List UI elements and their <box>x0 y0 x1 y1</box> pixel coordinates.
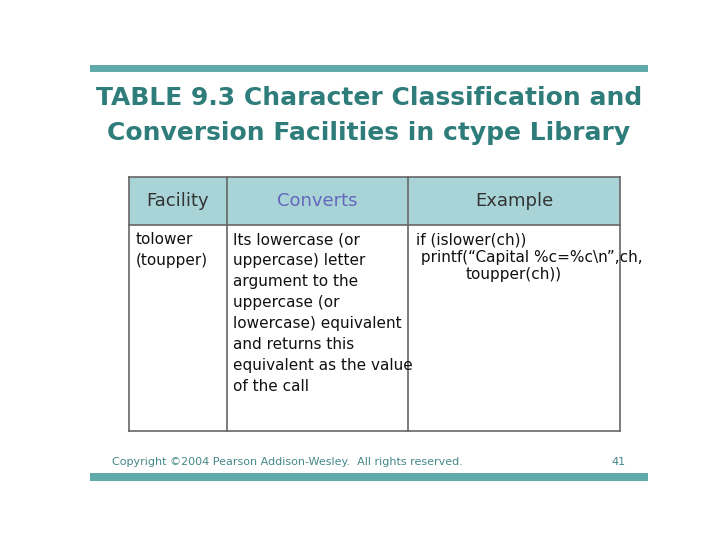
Text: Converts: Converts <box>277 192 358 210</box>
Text: Facility: Facility <box>147 192 210 210</box>
Text: tolower
(toupper): tolower (toupper) <box>136 232 208 268</box>
Text: 41: 41 <box>611 457 626 467</box>
Text: Copyright ©2004 Pearson Addison-Wesley.  All rights reserved.: Copyright ©2004 Pearson Addison-Wesley. … <box>112 457 463 467</box>
Text: printf(“Capital %c=%c\n”,ch,: printf(“Capital %c=%c\n”,ch, <box>416 250 643 265</box>
Bar <box>129 177 620 225</box>
Bar <box>129 177 620 431</box>
Text: if (islower(ch)): if (islower(ch)) <box>416 232 527 247</box>
Text: Conversion Facilities in ctype Library: Conversion Facilities in ctype Library <box>107 121 631 145</box>
Text: TABLE 9.3 Character Classification and: TABLE 9.3 Character Classification and <box>96 85 642 110</box>
Text: Its lowercase (or
uppercase) letter
argument to the
uppercase (or
lowercase) equ: Its lowercase (or uppercase) letter argu… <box>233 232 413 394</box>
Text: Example: Example <box>475 192 553 210</box>
Text: toupper(ch)): toupper(ch)) <box>466 267 562 282</box>
Bar <box>90 65 648 72</box>
Bar <box>90 473 648 481</box>
